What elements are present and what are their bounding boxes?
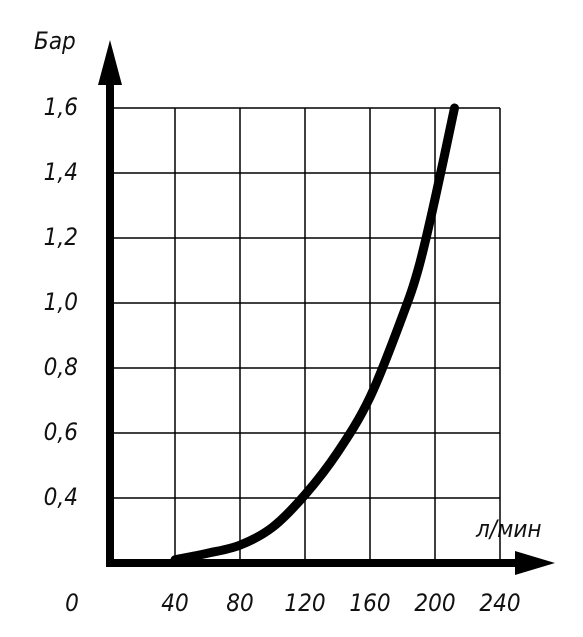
y-tick-label: 1,6 <box>44 93 78 121</box>
x-tick-label: 240 <box>479 589 520 617</box>
y-tick-label: 0,4 <box>44 483 78 511</box>
x-tick-label: 120 <box>284 589 325 617</box>
curve <box>170 103 459 565</box>
x-tick-label: 80 <box>226 589 253 617</box>
x-tick-label: 160 <box>349 589 390 617</box>
y-tick-label: 1,0 <box>44 288 78 316</box>
x-tick-label: 0 <box>65 589 79 617</box>
x-axis-label: л/мин <box>475 515 542 543</box>
y-tick-label: 1,2 <box>44 223 78 251</box>
y-tick-label: 1,4 <box>44 158 78 186</box>
x-tick-label: 200 <box>414 589 455 617</box>
y-axis-arrow <box>98 40 122 85</box>
x-axis-arrow <box>515 551 555 575</box>
y-tick-label: 0,8 <box>44 353 78 381</box>
y-tick-label: 0,6 <box>44 418 78 446</box>
x-tick-label: 40 <box>161 589 188 617</box>
y-axis-label: Бар <box>34 27 76 55</box>
